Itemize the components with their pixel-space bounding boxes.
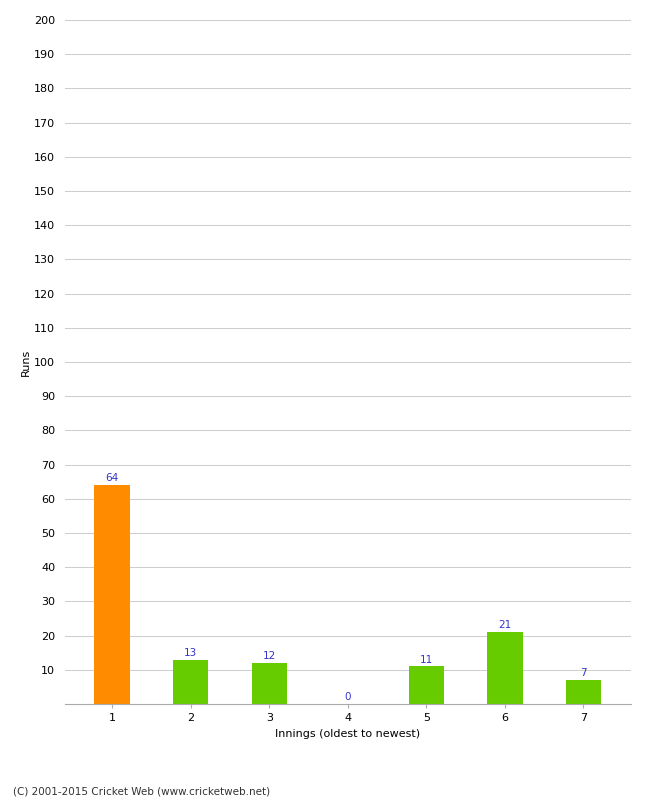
Text: 13: 13 [184,648,198,658]
X-axis label: Innings (oldest to newest): Innings (oldest to newest) [275,729,421,738]
Bar [173,659,209,704]
Bar [487,632,523,704]
Bar [94,485,130,704]
Text: 21: 21 [498,621,512,630]
Text: 7: 7 [580,668,587,678]
Bar [252,663,287,704]
Text: 11: 11 [420,654,433,665]
Text: 64: 64 [105,474,119,483]
Text: 0: 0 [344,692,351,702]
Text: (C) 2001-2015 Cricket Web (www.cricketweb.net): (C) 2001-2015 Cricket Web (www.cricketwe… [13,786,270,796]
Text: 12: 12 [263,651,276,662]
Y-axis label: Runs: Runs [21,348,31,376]
Bar [566,680,601,704]
Bar [409,666,444,704]
